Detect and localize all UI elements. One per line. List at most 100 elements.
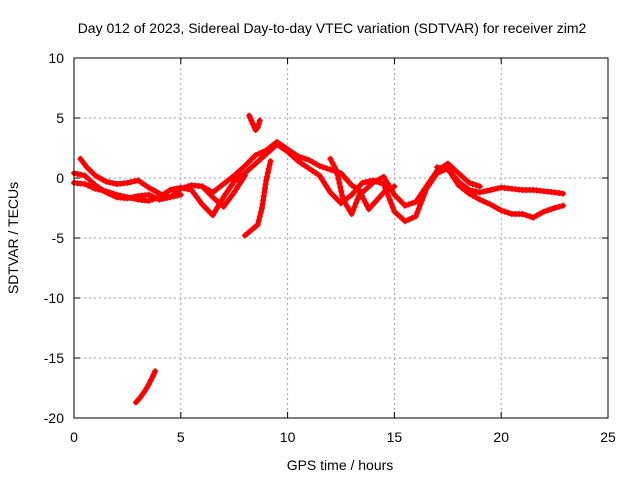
data-point [163,193,170,199]
data-point [320,179,327,186]
data-point [231,178,238,185]
data-point [213,186,220,193]
data-point [92,185,99,192]
data-point [229,181,236,188]
data-point [113,191,120,198]
data-point [431,173,438,180]
data-point [519,211,526,217]
data-point [220,203,227,210]
data-point [313,161,320,167]
data-point [560,202,567,209]
data-point [327,166,334,173]
data-point [131,195,138,202]
data-point [147,377,154,384]
data-point [371,199,378,206]
data-point [226,184,233,191]
data-point [323,165,330,172]
data-point [366,178,373,185]
data-point [167,187,174,193]
series-track-f [246,112,263,133]
data-point [388,200,395,207]
data-point [530,214,537,221]
data-point [483,187,490,194]
data-point [491,186,498,193]
data-point [265,165,272,172]
data-point [252,152,259,159]
data-point [329,159,336,166]
data-point [177,184,184,191]
data-point [145,191,152,198]
data-point [350,207,357,214]
data-point [429,176,436,183]
data-point [254,124,261,131]
data-point [491,203,498,210]
data-point [127,179,134,185]
data-point [526,213,533,220]
data-point [540,208,547,215]
data-point [551,205,558,211]
data-point [142,182,149,189]
data-point [480,188,487,195]
data-point [382,187,389,193]
data-point [327,155,334,162]
data-point [345,194,352,201]
data-point [253,125,260,132]
data-point [362,179,369,185]
data-point [256,213,263,220]
data-point [469,187,476,194]
data-point [220,194,227,201]
data-point [548,206,555,213]
series-track-g [241,158,274,239]
data-point [149,186,156,193]
data-point [476,189,483,196]
data-point [466,187,473,193]
data-point [377,179,384,186]
data-point [263,177,270,184]
data-point [316,163,323,169]
data-point [227,175,234,182]
data-point [335,176,342,183]
data-point [374,196,381,203]
data-point [298,160,305,167]
series-track-c [77,155,184,201]
data-point [337,184,344,191]
series-track-i [327,155,398,217]
data-point [348,182,355,189]
data-point [135,177,142,184]
data-point [523,212,530,219]
data-point [177,191,184,198]
data-point [351,203,358,210]
data-point [152,195,159,202]
data-point [167,194,174,201]
data-point [209,212,216,219]
data-point [352,200,359,207]
data-point [222,191,229,198]
data-point [228,193,235,199]
data-point [127,195,134,201]
data-point [237,179,244,186]
data-point [266,162,273,169]
data-point [420,193,427,200]
data-point [423,185,430,192]
data-point [86,167,93,173]
data-point [476,196,483,203]
data-point [256,117,263,124]
data-point [405,216,412,223]
data-point [380,173,387,180]
data-point [174,192,181,199]
data-point [338,188,345,195]
data-point [334,171,341,178]
data-point [117,192,124,199]
data-point [320,164,327,171]
data-point [302,155,309,162]
data-point [99,176,106,183]
data-point [95,174,102,181]
data-point [264,173,271,180]
x-tick-label: 10 [280,429,296,445]
data-point [277,143,284,150]
data-point [402,218,409,225]
data-point [143,385,150,391]
data-point [110,180,117,187]
data-point [124,194,131,201]
